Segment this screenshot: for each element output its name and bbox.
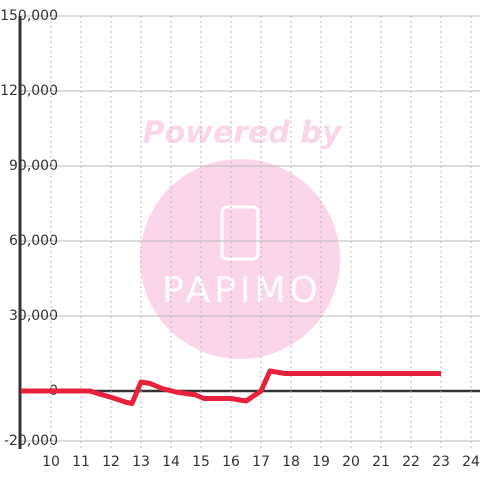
x-tick-label: 14 [162, 454, 180, 470]
x-tick-label: 23 [432, 454, 450, 470]
x-tick-label: 15 [192, 454, 210, 470]
watermark-icon [220, 205, 260, 261]
x-tick-label: 19 [312, 454, 330, 470]
x-tick-label: 13 [132, 454, 150, 470]
x-tick-label: 11 [72, 454, 90, 470]
data-line [21, 368, 441, 406]
x-tick-label: 17 [252, 454, 270, 470]
x-tick-label: 10 [42, 454, 60, 470]
x-tick-label: 21 [372, 454, 390, 470]
x-tick-label: 12 [102, 454, 120, 470]
x-tick-label: 20 [342, 454, 360, 470]
x-tick-label: 18 [282, 454, 300, 470]
x-tick-label: 16 [222, 454, 240, 470]
x-tick-label: 24 [462, 454, 480, 470]
watermark-logo: PAPIMO [162, 270, 322, 311]
x-tick-label: 22 [402, 454, 420, 470]
y-tick-label: 150,000 [0, 8, 58, 24]
y-tick-label: -20,000 [4, 433, 58, 449]
watermark-text: Powered by [143, 116, 343, 151]
y-tick-label: 120,000 [0, 83, 58, 99]
